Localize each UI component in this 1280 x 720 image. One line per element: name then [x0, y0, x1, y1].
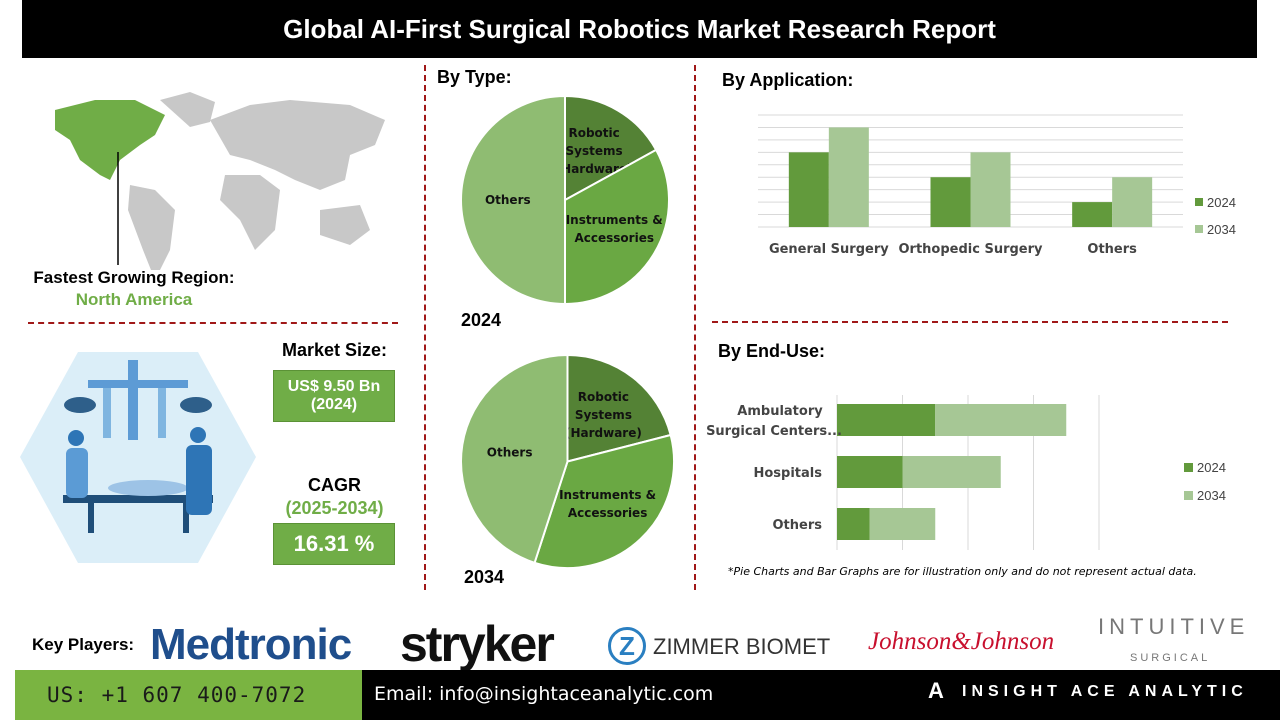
category-label: Surgical Centers...	[706, 424, 842, 439]
bar-2034	[935, 404, 1067, 436]
surgical-robot-illustration	[20, 352, 256, 563]
legend-label: 2024	[1197, 460, 1226, 475]
category-label: Hospitals	[754, 466, 823, 481]
report-title: Global AI-First Surgical Robotics Market…	[22, 0, 1257, 58]
by-end-use-title: By End-Use:	[718, 341, 826, 361]
logo-medtronic: Medtronic	[150, 620, 352, 669]
pie-label: Others	[485, 193, 531, 207]
zimmer-biomet-icon: Z	[608, 627, 646, 665]
end-use-bar-chart: Ambulatory Surgical Centers... Hospitals Ot…	[706, 395, 1226, 550]
legend-swatch	[1184, 463, 1193, 472]
illustration-note: *Pie Charts and Bar Graphs are for illus…	[728, 565, 1197, 578]
pie-label: Robotic Systems (Hardware)	[565, 390, 642, 440]
pie-chart-2034: Robotic Systems (Hardware) Instruments & Acc…	[459, 353, 675, 569]
legend-swatch	[1195, 198, 1203, 206]
pie-label: Instruments & Accessories	[566, 213, 663, 245]
pie-caption-2024: 2024	[461, 310, 502, 330]
divider	[424, 65, 426, 590]
footer-bar: Email: info@insightaceanalytic.com A INS…	[362, 670, 1280, 720]
phone-number: US: +1 607 400-7072	[15, 670, 362, 720]
cagr-period: (2025-2034)	[285, 498, 384, 518]
pie-caption-2034: 2034	[464, 567, 505, 587]
bar-2034	[828, 127, 869, 227]
logo-stryker: stryker	[400, 616, 555, 672]
continents	[128, 92, 385, 270]
pie-slice	[564, 148, 670, 306]
region-label: Fastest Growing Region:	[33, 268, 235, 287]
pie-slice	[459, 353, 569, 565]
by-application-title: By Application:	[722, 70, 854, 90]
bar-2034	[869, 508, 936, 540]
market-size-box: US$ 9.50 Bn (2024)	[273, 370, 395, 422]
divider	[712, 321, 1228, 323]
region-value: North America	[75, 290, 193, 309]
legend-label: 2024	[1207, 195, 1236, 210]
pie-slice	[564, 94, 658, 202]
pie-label: Instruments & Accessories	[559, 488, 656, 520]
pie-label: Others	[487, 445, 533, 459]
category-label: Others	[773, 518, 823, 533]
cagr-label: CAGR	[308, 475, 361, 495]
divider	[694, 65, 696, 590]
by-type-title: By Type:	[437, 67, 512, 87]
market-size-label: Market Size:	[281, 340, 388, 360]
legend-swatch	[1184, 491, 1193, 500]
pie-chart-2024: Robotic Systems (Hardware) Instruments & Acc…	[460, 94, 670, 306]
bar-2034	[970, 152, 1011, 227]
category-label: Ambulatory	[737, 404, 823, 419]
logo-intuitive: INTUITIVE	[1098, 614, 1250, 639]
pie-slice	[566, 353, 672, 463]
pie-label: Robotic Systems (Hardware)	[556, 126, 633, 176]
logo-johnson-johnson: Johnson&Johnson	[868, 628, 1055, 655]
bar-2034	[902, 456, 1001, 488]
divider	[28, 322, 398, 324]
market-size-value: US$ 9.50 Bn	[287, 378, 381, 395]
bar-2024	[930, 177, 971, 227]
legend-label: 2034	[1207, 222, 1236, 237]
bar-2024	[1072, 202, 1113, 227]
bar-2024	[837, 456, 903, 488]
pie-slice	[460, 94, 566, 306]
bar-2024	[788, 152, 829, 227]
north-america-highlight	[55, 100, 165, 180]
category-label: General Surgery	[769, 242, 889, 257]
category-label: Orthopedic Surgery	[898, 242, 1043, 257]
logo-surgical: SURGICAL	[1130, 652, 1211, 664]
brand-name: INSIGHT ACE ANALYTIC	[962, 683, 1248, 700]
pie-slice	[533, 433, 675, 569]
brand-logo-icon: A	[928, 678, 944, 703]
application-bar-chart: General Surgery Orthopedic Surgery Others 2…	[758, 114, 1236, 257]
bar-2024	[837, 404, 936, 436]
key-players-label: Key Players:	[32, 635, 135, 654]
market-size-year: (2024)	[310, 396, 358, 413]
cagr-value: 16.31 %	[273, 523, 395, 565]
email[interactable]: Email: info@insightaceanalytic.com	[374, 683, 714, 705]
category-label: Others	[1087, 242, 1137, 257]
bar-2024	[837, 508, 870, 540]
bar-2034	[1112, 177, 1153, 227]
legend-swatch	[1195, 225, 1203, 233]
world-map	[55, 92, 385, 270]
legend-label: 2034	[1197, 488, 1226, 503]
logo-zimmer-biomet: ZIMMER BIOMET	[653, 634, 831, 659]
